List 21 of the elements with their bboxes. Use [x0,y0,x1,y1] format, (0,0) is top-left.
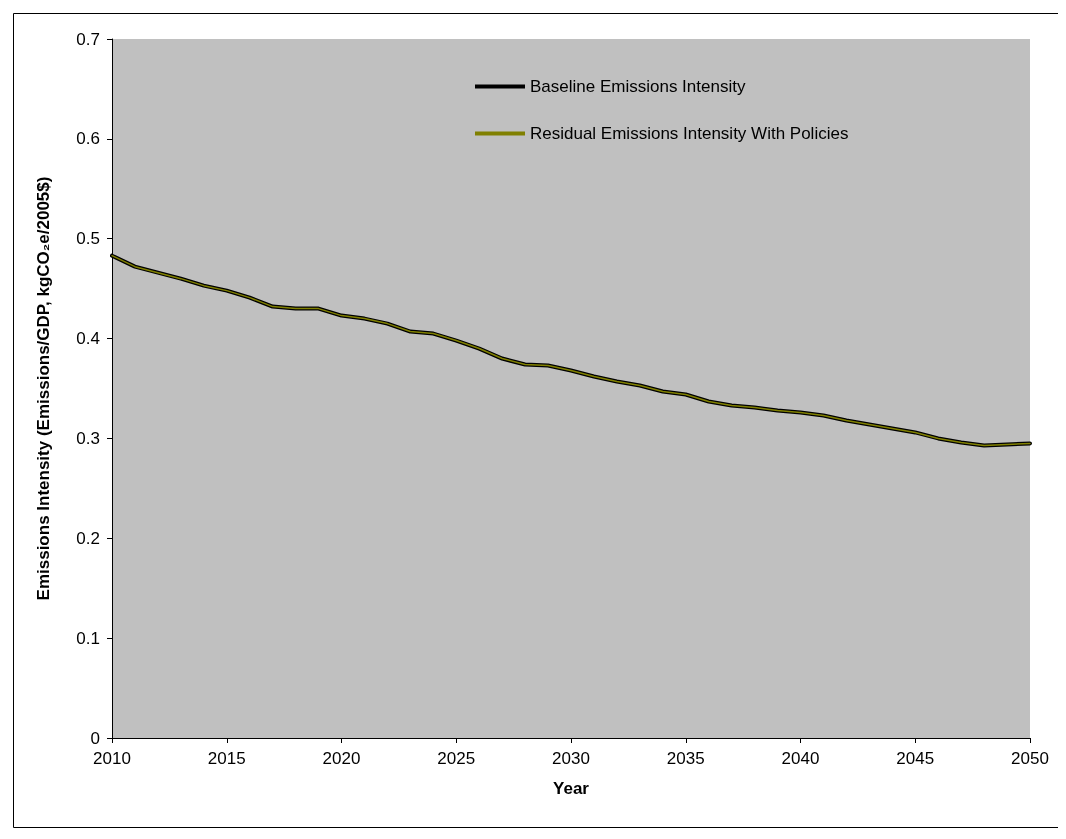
x-tick-label: 2015 [207,749,246,768]
y-tick-label: 0.2 [76,528,100,548]
y-tick-label: 0.7 [76,29,100,49]
x-tick-label: 2035 [666,749,705,768]
x-tick-label: 2045 [896,749,935,768]
legend-label: Baseline Emissions Intensity [530,77,746,96]
y-tick-label: 0.4 [76,329,100,349]
y-tick-label: 0 [90,728,100,748]
legend-label: Residual Emissions Intensity With Policies [530,124,849,143]
x-tick-label: 2025 [437,749,476,768]
y-tick-label: 0.6 [76,129,100,149]
x-tick-label: 2040 [781,749,820,768]
x-axis-title: Year [553,779,590,798]
x-tick-label: 2010 [93,749,131,768]
x-tick-label: 2050 [1011,749,1049,768]
x-tick-label: 2030 [552,749,590,768]
y-tick-label: 0.1 [76,628,100,648]
y-tick-label: 0.5 [76,229,100,249]
y-tick-label: 0.3 [76,428,100,448]
x-tick-label: 2020 [322,749,361,768]
y-axis-title: Emissions Intensity (Emissions/GDP, kgCO₂e/2005$) [34,176,53,601]
